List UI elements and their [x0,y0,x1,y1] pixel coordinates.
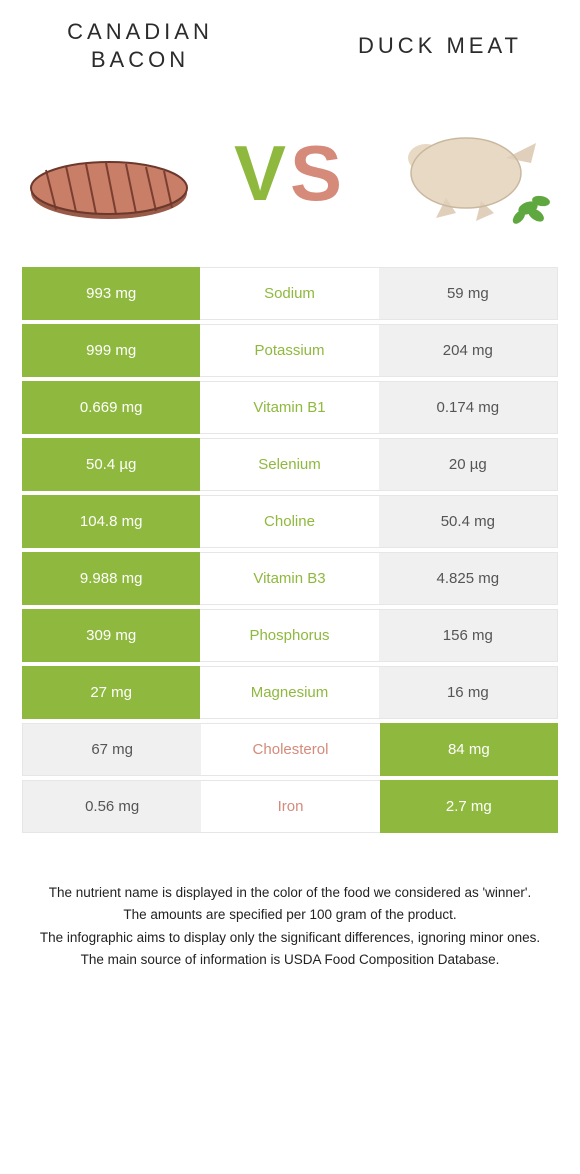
left-value: 993 mg [22,267,200,320]
nutrient-name: Sodium [200,267,378,320]
hero-row: VS [0,73,580,267]
bacon-image [24,113,194,233]
table-row: 999 mgPotassium204 mg [22,324,558,377]
vs-label: VS [234,128,346,219]
left-value: 67 mg [22,723,201,776]
right-value: 20 µg [379,438,558,491]
nutrient-name: Iron [201,780,379,833]
left-value: 104.8 mg [22,495,200,548]
left-value: 0.56 mg [22,780,201,833]
header: CANADIAN BACON DUCK MEAT [0,0,580,73]
footer-line-4: The main source of information is USDA F… [38,950,542,970]
right-value: 59 mg [379,267,558,320]
table-row: 27 mgMagnesium16 mg [22,666,558,719]
right-value: 2.7 mg [380,780,558,833]
comparison-table: 993 mgSodium59 mg999 mgPotassium204 mg0.… [0,267,580,833]
table-row: 309 mgPhosphorus156 mg [22,609,558,662]
right-value: 204 mg [379,324,558,377]
left-value: 0.669 mg [22,381,200,434]
table-row: 104.8 mgCholine50.4 mg [22,495,558,548]
left-value: 27 mg [22,666,200,719]
left-value: 309 mg [22,609,200,662]
footer-line-3: The infographic aims to display only the… [38,928,542,948]
title-right: DUCK MEAT [330,32,550,60]
right-value: 16 mg [379,666,558,719]
right-value: 156 mg [379,609,558,662]
nutrient-name: Magnesium [200,666,378,719]
table-row: 993 mgSodium59 mg [22,267,558,320]
nutrient-name: Selenium [200,438,378,491]
table-row: 50.4 µgSelenium20 µg [22,438,558,491]
left-value: 999 mg [22,324,200,377]
nutrient-name: Cholesterol [201,723,379,776]
nutrient-name: Potassium [200,324,378,377]
title-left: CANADIAN BACON [30,18,250,73]
right-value: 50.4 mg [379,495,558,548]
table-row: 0.56 mgIron2.7 mg [22,780,558,833]
right-value: 4.825 mg [379,552,558,605]
right-value: 0.174 mg [379,381,558,434]
nutrient-name: Phosphorus [200,609,378,662]
duck-image [386,113,556,233]
table-row: 9.988 mgVitamin B34.825 mg [22,552,558,605]
left-value: 50.4 µg [22,438,200,491]
footer-notes: The nutrient name is displayed in the co… [0,837,580,970]
vs-s: S [290,128,346,219]
vs-v: V [234,128,290,219]
table-row: 67 mgCholesterol84 mg [22,723,558,776]
nutrient-name: Vitamin B3 [200,552,378,605]
footer-line-1: The nutrient name is displayed in the co… [38,883,542,903]
nutrient-name: Vitamin B1 [200,381,378,434]
left-value: 9.988 mg [22,552,200,605]
nutrient-name: Choline [200,495,378,548]
table-row: 0.669 mgVitamin B10.174 mg [22,381,558,434]
footer-line-2: The amounts are specified per 100 gram o… [38,905,542,925]
right-value: 84 mg [380,723,558,776]
